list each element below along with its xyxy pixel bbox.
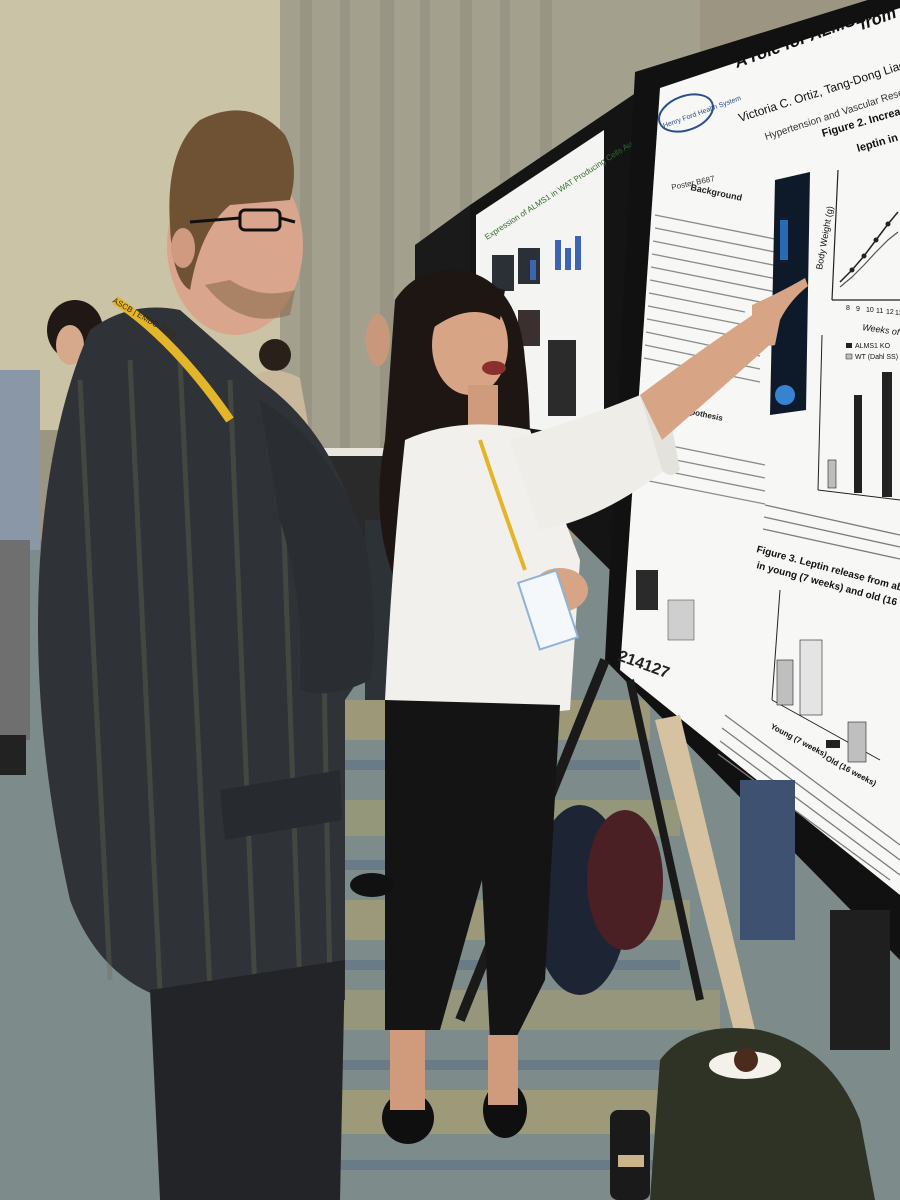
poster-tube [655, 715, 755, 1035]
x-tick-4: 12 [886, 309, 894, 316]
x-tick-5: 13 [895, 310, 900, 317]
presenter-badge [516, 569, 580, 651]
western-blot-image [636, 570, 658, 610]
x-tick-3: 11 [876, 308, 883, 315]
bg-person-right-legs [740, 780, 795, 940]
x-tick-0: 8 [846, 305, 850, 312]
hfhs-logo [658, 93, 714, 133]
leptin-release-chart: Young (7 weeks) Old (16 weeks) [769, 589, 881, 788]
figure2-caption [762, 504, 900, 560]
legend-wt: WT (Dahl SS) [855, 354, 898, 361]
attendee-man: ASCB | EMBO 2019 [38, 110, 374, 1200]
gel-image [667, 599, 695, 641]
leptin-bar-chart: ALMS1 KO WT (Dahl SS) [817, 334, 900, 501]
x-tick-1: 9 [856, 306, 860, 313]
glasses [189, 208, 296, 232]
attendee-lanyard [112, 296, 234, 423]
bg-person-left [0, 370, 40, 775]
poster-surface [620, 8, 900, 895]
easel-leg-right [626, 679, 704, 1001]
bg-shoe [350, 873, 394, 897]
x-tick-2: 10 [866, 307, 874, 314]
presenter-woman [379, 269, 808, 1144]
attendee-hair [169, 110, 294, 290]
figure3-caption [717, 714, 900, 881]
floor-bags [532, 805, 875, 1200]
legend-ko: ALMS1 KO [855, 343, 891, 350]
side-poster-figures [492, 236, 581, 416]
presenter-lanyard [478, 439, 527, 571]
bg-person-right-far [830, 910, 890, 1050]
